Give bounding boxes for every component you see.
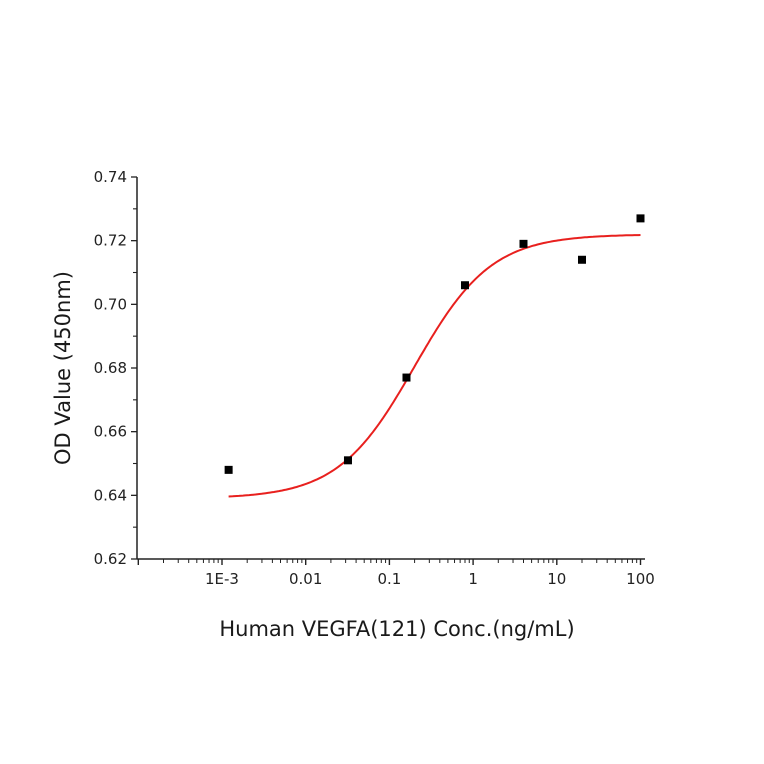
data-point <box>636 214 645 223</box>
data-point <box>402 373 411 382</box>
y-axis-ticks: 0.62 0.64 0.66 0.68 0.70 0.72 0.74 <box>94 168 137 568</box>
x-tick-label: 0.1 <box>377 570 401 588</box>
data-point <box>460 281 469 290</box>
x-tick-label: 100 <box>626 570 655 588</box>
data-point <box>519 239 528 248</box>
data-point <box>577 255 586 264</box>
y-axis-title: OD Value (450nm) <box>51 271 75 465</box>
data-points <box>224 214 645 474</box>
data-point <box>343 456 352 465</box>
y-tick-label: 0.74 <box>94 168 127 186</box>
y-tick-label: 0.64 <box>94 486 127 504</box>
x-tick-label: 1 <box>468 570 478 588</box>
x-tick-label: 0.01 <box>289 570 322 588</box>
x-axis-title: Human VEGFA(121) Conc.(ng/mL) <box>219 617 574 641</box>
y-tick-label: 0.62 <box>94 550 127 568</box>
axes <box>136 177 645 560</box>
y-tick-label: 0.72 <box>94 232 127 250</box>
y-tick-label: 0.70 <box>94 295 127 313</box>
x-tick-label: 10 <box>547 570 566 588</box>
x-axis-ticks: 1E-3 0.01 0.1 1 10 100 <box>137 559 655 588</box>
y-tick-label: 0.66 <box>94 423 127 441</box>
fit-curve <box>228 234 641 498</box>
x-tick-label: 1E-3 <box>205 570 239 588</box>
y-tick-label: 0.68 <box>94 359 127 377</box>
data-point <box>224 465 233 474</box>
